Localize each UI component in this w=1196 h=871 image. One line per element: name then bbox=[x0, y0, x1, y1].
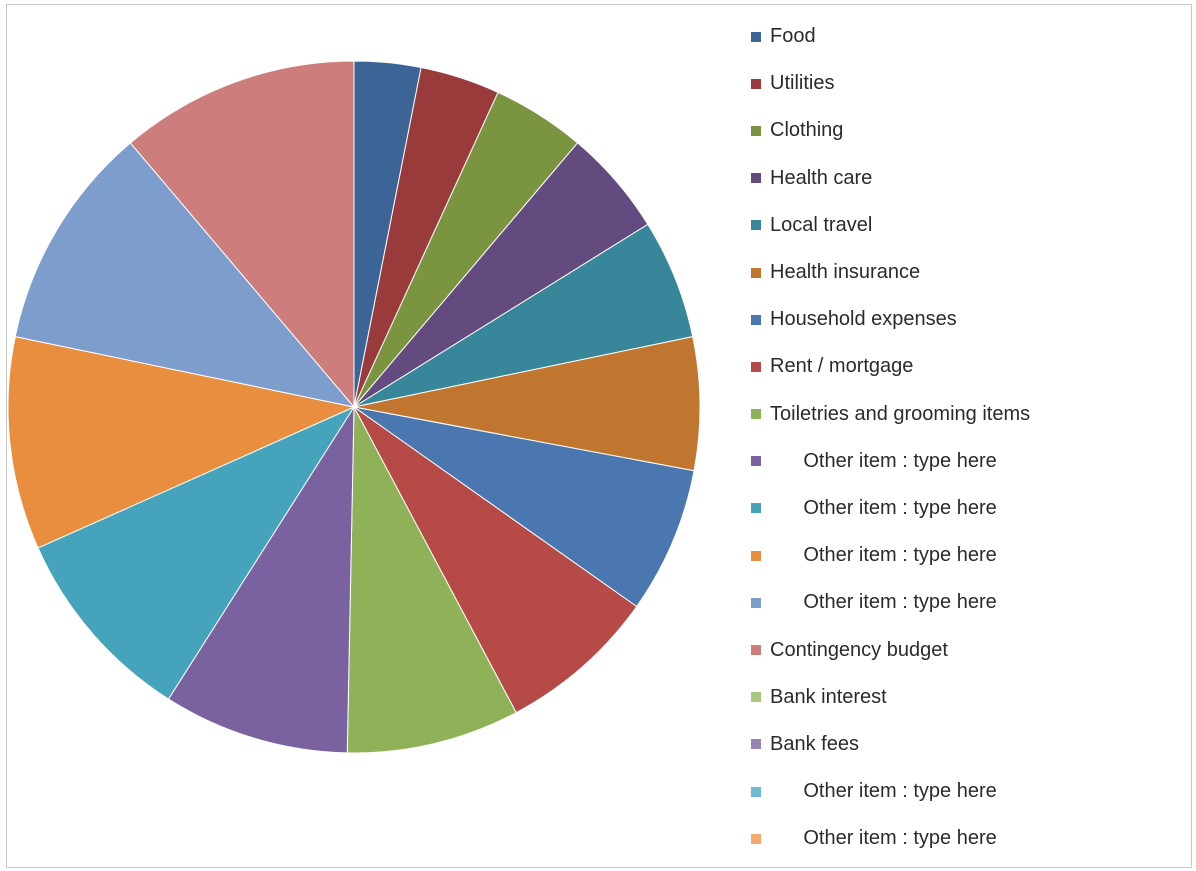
legend-swatch bbox=[751, 786, 761, 797]
legend-swatch bbox=[751, 597, 761, 608]
legend-swatch bbox=[751, 125, 761, 136]
pie-chart bbox=[7, 60, 701, 754]
legend-swatch bbox=[751, 833, 761, 844]
legend-swatch bbox=[751, 314, 761, 325]
legend-swatch bbox=[751, 645, 761, 656]
legend-swatch bbox=[751, 31, 761, 42]
legend-swatch bbox=[751, 692, 761, 703]
pie-slice-12 bbox=[14, 142, 356, 408]
legend-label: Other item : type here bbox=[770, 496, 997, 519]
legend-label: Utilities bbox=[770, 72, 835, 95]
legend-label: Toiletries and grooming items bbox=[770, 402, 1031, 425]
legend-label: Contingency budget bbox=[770, 638, 948, 661]
legend-item: Health insurance bbox=[751, 249, 1191, 296]
legend-label: Other item : type here bbox=[770, 780, 997, 803]
legend-item: Bank interest bbox=[751, 674, 1191, 721]
legend-item: Other item : type here bbox=[751, 768, 1191, 815]
legend-swatch bbox=[751, 739, 761, 750]
pie-slice-5 bbox=[353, 336, 701, 472]
legend-item: Other item : type here bbox=[751, 438, 1191, 485]
legend-item: Utilities bbox=[751, 60, 1191, 107]
legend-label: Health insurance bbox=[770, 261, 921, 284]
legend-swatch bbox=[751, 173, 761, 184]
legend-item: Other item : type here bbox=[751, 532, 1191, 579]
legend-item: Contingency budget bbox=[751, 626, 1191, 673]
legend-item: Other item : type here bbox=[751, 579, 1191, 626]
legend-label: Other item : type here bbox=[770, 827, 997, 850]
legend-swatch bbox=[751, 361, 761, 372]
legend-item: Household expenses bbox=[751, 296, 1191, 343]
chart-legend: Food Utilities Clothing Health care Local tr… bbox=[751, 13, 1191, 862]
legend-label: Other item : type here bbox=[770, 591, 997, 614]
legend-item: Local travel bbox=[751, 202, 1191, 249]
pie-slice-13 bbox=[129, 60, 355, 409]
legend-swatch bbox=[751, 409, 761, 420]
legend-label: Bank interest bbox=[770, 685, 887, 708]
legend-label: Food bbox=[770, 25, 816, 48]
legend-label: Bank fees bbox=[770, 732, 859, 755]
legend-swatch bbox=[751, 456, 761, 467]
legend-item: Toiletries and grooming items bbox=[751, 391, 1191, 438]
pie-slice-7 bbox=[353, 406, 638, 714]
pie-slice-8 bbox=[346, 405, 517, 754]
pie-slice-6 bbox=[353, 406, 695, 608]
legend-label: Clothing bbox=[770, 119, 844, 142]
legend-item: Clothing bbox=[751, 107, 1191, 154]
legend-swatch bbox=[751, 267, 761, 278]
legend-label: Other item : type here bbox=[770, 449, 997, 472]
legend-swatch bbox=[751, 550, 761, 561]
legend-label: Local travel bbox=[770, 213, 873, 236]
legend-swatch bbox=[751, 78, 761, 89]
pie-slice-9 bbox=[167, 405, 355, 754]
legend-item: Food bbox=[751, 13, 1191, 60]
legend-item: Other item : type here bbox=[751, 485, 1191, 532]
legend-swatch bbox=[751, 503, 761, 514]
legend-item: Bank fees bbox=[751, 721, 1191, 768]
pie-slice-10 bbox=[37, 405, 356, 700]
legend-label: Other item : type here bbox=[770, 544, 997, 567]
legend-item: Health care bbox=[751, 155, 1191, 202]
legend-label: Health care bbox=[770, 166, 873, 189]
legend-label: Household expenses bbox=[770, 308, 957, 331]
legend-label: Rent / mortgage bbox=[770, 355, 914, 378]
legend-item: Other item : type here bbox=[751, 815, 1191, 862]
legend-item: Rent / mortgage bbox=[751, 343, 1191, 390]
chart-area: Food Utilities Clothing Health care Local tr… bbox=[6, 4, 1192, 868]
legend-swatch bbox=[751, 220, 761, 231]
